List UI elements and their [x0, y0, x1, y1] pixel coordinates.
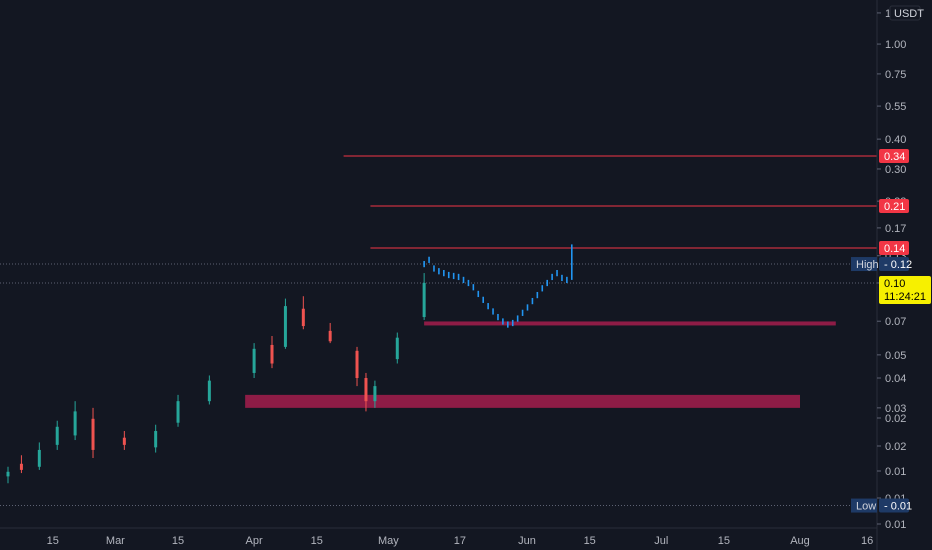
- high-label: High: [856, 259, 879, 271]
- candle-down: [355, 350, 359, 379]
- high-price-badge: [879, 257, 909, 272]
- price-tick-label: 0.40: [885, 134, 906, 146]
- low-label: Low: [856, 501, 876, 513]
- candle-up: [395, 337, 399, 360]
- candle-up: [55, 426, 59, 445]
- candle-down: [19, 463, 23, 470]
- price-tick-label: 0.75: [885, 69, 906, 81]
- price-tick-label: 0.01: [885, 519, 906, 531]
- time-tick-label: 15: [47, 535, 59, 547]
- price-tick-label: 0.30: [885, 164, 906, 176]
- price-tick-label: 0.02: [885, 413, 906, 425]
- time-tick-label: Mar: [106, 535, 125, 547]
- high-price-label: - 0.12: [884, 259, 912, 271]
- candle-up: [283, 306, 287, 347]
- resistance-price-badge: [879, 148, 909, 163]
- price-tick-label: 1.00: [885, 39, 906, 51]
- price-tick-label: 0.05: [885, 350, 906, 362]
- candle-up: [37, 449, 41, 467]
- candle-down: [328, 330, 332, 342]
- low-price-badge: [879, 498, 909, 513]
- recent-bars: [423, 244, 573, 328]
- price-tick-label: 0.04: [885, 373, 906, 385]
- candle-up: [154, 431, 158, 448]
- currency-badge: USDT: [889, 5, 924, 21]
- support-zones: [245, 321, 836, 408]
- price-reference-lines: [0, 263, 877, 507]
- price-tick-label: 0.17: [885, 223, 906, 235]
- candle-down: [91, 418, 95, 450]
- candle-up: [73, 411, 77, 436]
- candle-down: [364, 378, 368, 402]
- time-tick-label: Jun: [518, 535, 536, 547]
- support-zone: [245, 394, 801, 408]
- time-tick-label: Apr: [246, 535, 263, 547]
- price-tick-label: 0.02: [885, 441, 906, 453]
- resistance-lines: [343, 155, 877, 249]
- time-tick-label: 15: [718, 535, 730, 547]
- last-price-label: 0.10: [884, 278, 905, 290]
- time-axis[interactable]: 15 Mar 15 Apr 15 May 17 Jun 15 Jul 15 Aug 16: [47, 535, 874, 547]
- time-tick-label: 16: [861, 535, 873, 547]
- resistance-price-label: 0.14: [884, 243, 905, 255]
- low-label-badge: [851, 498, 877, 513]
- time-tick-label: 15: [584, 535, 596, 547]
- resistance-price-badge: [879, 198, 909, 213]
- candle-up: [6, 471, 10, 477]
- candle-down: [301, 308, 305, 327]
- candle-up: [422, 282, 426, 318]
- countdown-timer: 11:24:21: [884, 291, 926, 303]
- time-tick-label: Aug: [790, 535, 810, 547]
- high-label-badge: [851, 257, 877, 272]
- candlesticks: [6, 273, 426, 484]
- resistance-price-label: 0.21: [884, 201, 905, 213]
- price-tick-label: 0.07: [885, 316, 906, 328]
- time-tick-label: 15: [311, 535, 323, 547]
- candle-up: [373, 386, 377, 402]
- support-zone: [424, 321, 836, 326]
- candle-up: [176, 401, 180, 423]
- time-tick-label: May: [378, 535, 399, 547]
- candle-down: [270, 344, 274, 364]
- low-price-label: - 0.01: [884, 501, 912, 513]
- time-tick-label: 17: [454, 535, 466, 547]
- price-labels: 0.34 0.21 0.14 High - 0.12 Low - 0.01 0.1011:24…: [851, 148, 931, 513]
- resistance-price-label: 0.34: [884, 151, 905, 163]
- price-tick-label: 0.55: [885, 101, 906, 113]
- time-tick-label: Jul: [654, 535, 668, 547]
- candle-up: [207, 380, 211, 402]
- resistance-price-badge: [879, 241, 909, 256]
- price-tick-label: 0.03: [885, 403, 906, 415]
- price-tick-label: 0.01: [885, 466, 906, 478]
- time-tick-label: 15: [172, 535, 184, 547]
- candle-up: [252, 348, 256, 373]
- currency-label: USDT: [894, 8, 924, 20]
- candle-down: [122, 437, 126, 445]
- last-price-badge: [879, 275, 931, 304]
